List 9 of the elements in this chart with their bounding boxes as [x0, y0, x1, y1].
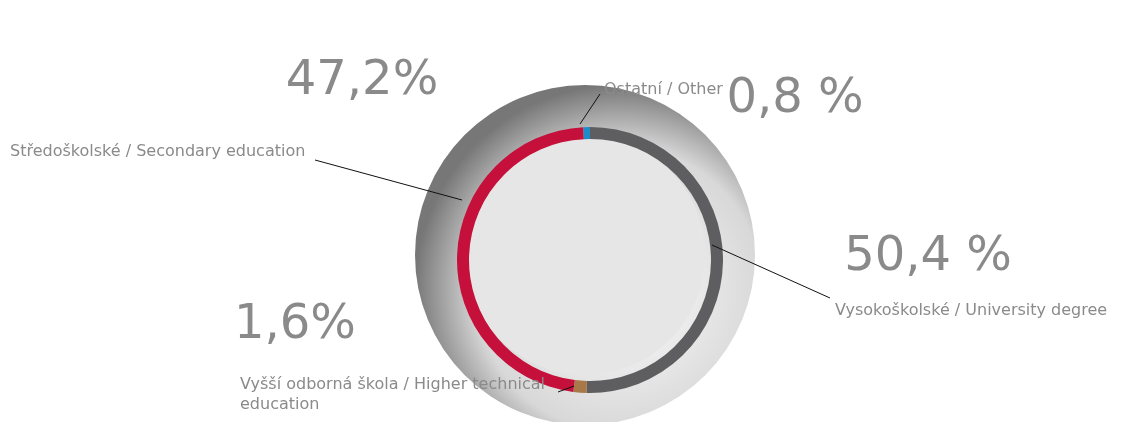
slice-label: Vysokoškolské / University degree: [835, 300, 1108, 319]
donut-slice: [586, 127, 723, 393]
data-label: 50,4 %: [844, 225, 1012, 281]
slice-label: Středoškolské / Secondary education: [10, 141, 306, 160]
data-label: 1,6%: [234, 293, 356, 349]
data-label: 47,2%: [285, 49, 439, 105]
data-label: 0,8 %: [726, 67, 864, 123]
donut-slice: [583, 127, 590, 140]
donut-slice: [573, 380, 587, 393]
